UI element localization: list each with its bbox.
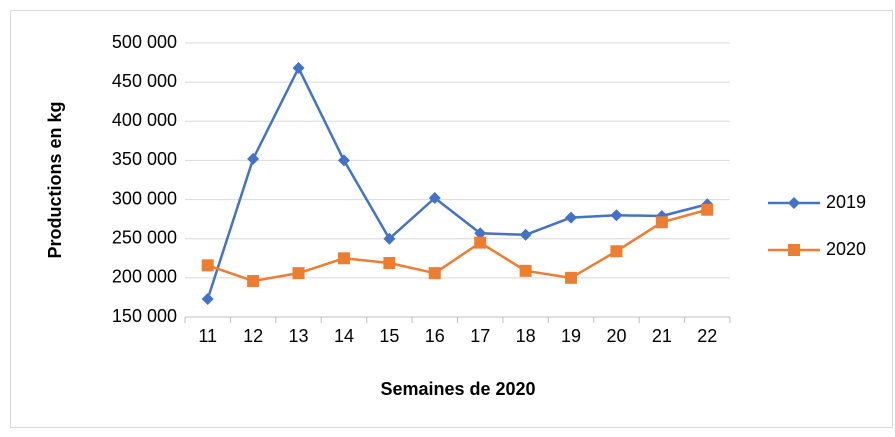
- y-tick-label: 450 000: [112, 71, 177, 91]
- y-tick-label: 400 000: [112, 110, 177, 130]
- data-point: [519, 228, 532, 241]
- x-tick-label: 20: [606, 326, 626, 346]
- x-tick-label: 12: [243, 326, 263, 346]
- x-tick-label: 18: [516, 326, 536, 346]
- y-tick-label: 250 000: [112, 227, 177, 247]
- y-tick-label: 200 000: [112, 267, 177, 287]
- x-axis-title: Semaines de 2020: [380, 379, 535, 399]
- data-point: [247, 274, 260, 287]
- data-point: [610, 245, 623, 258]
- y-axis-title: Productions en kg: [45, 101, 65, 258]
- data-point: [383, 256, 396, 269]
- x-tick-label: 19: [561, 326, 581, 346]
- data-point: [337, 154, 350, 167]
- legend-marker: [788, 197, 800, 209]
- legend-marker: [788, 244, 800, 256]
- data-point: [292, 267, 305, 280]
- data-point: [519, 264, 532, 277]
- x-tick-label: 15: [379, 326, 399, 346]
- data-point: [383, 232, 396, 245]
- series-line: [207, 208, 708, 283]
- x-tick-label: 22: [697, 326, 717, 346]
- x-tick-label: 13: [289, 326, 309, 346]
- series-line: [206, 66, 708, 300]
- data-point: [201, 292, 214, 305]
- data-point: [247, 152, 260, 165]
- data-point: [428, 192, 441, 205]
- data-point: [565, 211, 578, 224]
- data-point: [474, 227, 487, 240]
- y-tick-label: 500 000: [112, 32, 177, 52]
- data-point: [201, 259, 214, 272]
- x-tick-label: 14: [334, 326, 354, 346]
- data-point: [610, 209, 623, 222]
- legend-label: 2019: [826, 192, 866, 212]
- x-tick-label: 17: [470, 326, 490, 346]
- x-tick-label: 11: [198, 326, 217, 346]
- x-tick-label: 16: [425, 326, 445, 346]
- y-tick-label: 350 000: [112, 149, 177, 169]
- y-tick-label: 300 000: [112, 188, 177, 208]
- legend-label: 2020: [826, 239, 866, 259]
- data-point: [701, 203, 714, 216]
- data-point: [337, 252, 350, 265]
- chart-border: [10, 10, 893, 428]
- data-point: [474, 236, 487, 249]
- data-point: [292, 62, 305, 75]
- data-point: [655, 216, 668, 229]
- data-point: [565, 271, 578, 284]
- y-tick-label: 150 000: [112, 306, 177, 326]
- data-point: [428, 267, 441, 280]
- x-tick-label: 21: [652, 326, 672, 346]
